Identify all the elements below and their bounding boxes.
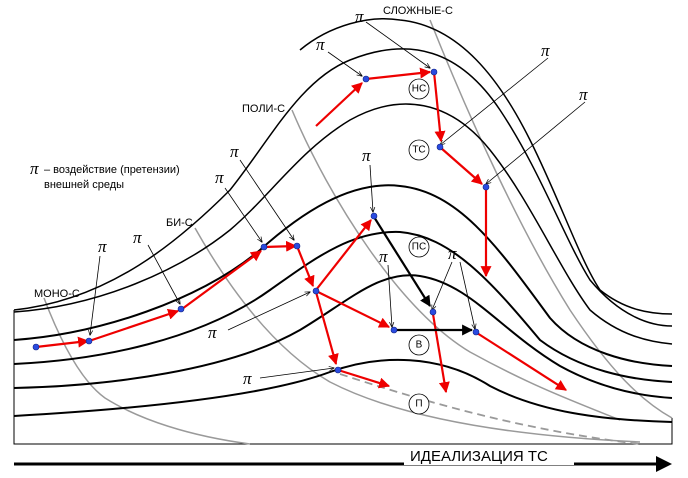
pi-pointers — [90, 21, 586, 379]
node — [312, 287, 320, 295]
pi-symbol: π — [362, 146, 371, 165]
pi-symbol: π — [448, 244, 457, 263]
label-poli: ПОЛИ-С — [242, 103, 285, 115]
level-curve-1 — [13, 358, 673, 423]
pi-symbol: π — [316, 35, 325, 54]
zone-nc: НС — [408, 78, 430, 100]
level-curve-2 — [13, 274, 673, 399]
zone-b: В — [408, 334, 430, 356]
pi-symbol: π — [208, 323, 217, 342]
node — [260, 243, 268, 251]
label-mono: МОНО-С — [34, 288, 80, 300]
pi-symbol: π — [379, 247, 388, 266]
node — [429, 308, 437, 316]
boundary-poli — [291, 109, 621, 421]
idealization-axis: ИДЕАЛИЗАЦИЯ ТС — [14, 447, 672, 472]
zone-p: П — [408, 393, 430, 415]
pi-symbol: π — [230, 142, 239, 161]
level-curve-6 — [13, 48, 673, 327]
level-curve-4 — [13, 184, 673, 367]
legend-line-2: внешней среды — [44, 179, 124, 191]
node — [85, 337, 93, 345]
boundary-complex — [429, 19, 673, 419]
node — [430, 68, 438, 76]
pi-symbol: π — [133, 228, 142, 247]
pi-symbol: π — [355, 7, 364, 26]
boundary-mono — [43, 297, 251, 445]
zone-pc: ПС — [408, 236, 430, 258]
frame-left — [13, 310, 673, 445]
black-arrows — [373, 216, 474, 336]
node — [293, 242, 301, 250]
node — [32, 343, 40, 351]
pi-symbol: π — [215, 168, 224, 187]
node — [334, 366, 342, 374]
pi-symbol: π — [243, 369, 252, 388]
node — [177, 305, 185, 313]
level-curve-7 — [299, 18, 673, 315]
node — [362, 75, 370, 83]
node — [436, 143, 444, 151]
zone-tc: ТС — [408, 139, 430, 161]
nodes — [32, 68, 490, 374]
label-bi: БИ-С — [166, 217, 193, 229]
boundary-bi — [194, 227, 641, 443]
zone-nc-label: НС — [412, 84, 426, 95]
legend-note: π – воздействие (претензии) внешней сред… — [30, 159, 180, 191]
node — [472, 328, 480, 336]
zone-pc-label: ПС — [412, 242, 426, 253]
level-curve-3 — [13, 230, 673, 383]
zone-p-label: П — [415, 399, 422, 410]
node — [482, 183, 490, 191]
legend-line-1: – воздействие (претензии) — [44, 164, 180, 176]
red-arrows — [35, 67, 567, 394]
boundary-dashed — [339, 373, 641, 445]
zone-tc-label: ТС — [412, 145, 425, 156]
pi-symbol: π — [579, 85, 588, 104]
node — [390, 326, 398, 334]
pi-symbols: π π π π π π π π π π π π π — [98, 7, 588, 388]
node — [370, 212, 378, 220]
label-complex: СЛОЖНЫЕ-С — [383, 5, 453, 17]
axis-label: ИДЕАЛИЗАЦИЯ ТС — [410, 448, 548, 465]
zone-b-label: В — [416, 340, 423, 351]
legend-pi: π — [30, 159, 39, 178]
pi-symbol: π — [541, 41, 550, 60]
pi-symbol: π — [98, 237, 107, 256]
level-curve-5 — [13, 103, 673, 345]
